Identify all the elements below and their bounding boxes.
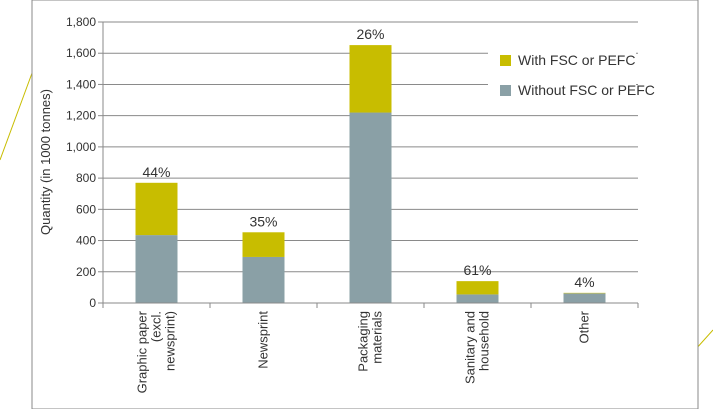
- legend: With FSC or PEFC Without FSC or PEFC: [488, 44, 655, 110]
- y-tick-label: 1,400: [66, 77, 96, 91]
- legend-swatch: [500, 85, 511, 96]
- data-labels: 44% 35% 26% 61% 4%: [142, 26, 594, 290]
- bar-without-certification: [563, 293, 606, 303]
- bar-without-certification: [349, 112, 392, 304]
- x-category-label: newsprint): [163, 311, 178, 371]
- legend-label: With FSC or PEFC: [518, 52, 635, 68]
- decor-line-left: [0, 64, 36, 161]
- x-category-label: Other: [577, 310, 592, 343]
- y-tick-label: 0: [89, 296, 96, 310]
- y-tick-label: 400: [76, 234, 96, 248]
- x-category-label: household: [477, 311, 492, 371]
- legend-swatch: [500, 55, 511, 66]
- data-label: 61%: [463, 262, 491, 278]
- x-category-label: Graphic paper: [135, 310, 150, 393]
- x-category-label: Packaging: [356, 311, 371, 372]
- data-label: 26%: [356, 26, 384, 42]
- x-category-label: Sanitary and: [463, 311, 478, 384]
- bar-without-certification: [135, 235, 178, 303]
- data-label: 35%: [249, 213, 277, 229]
- data-label: 4%: [574, 274, 594, 290]
- legend-box: [488, 44, 636, 110]
- y-tick-label: 800: [76, 171, 96, 185]
- y-axis: 0 200 400 600 800 1,000 1,200 1,400 1,600 1,800: [66, 15, 104, 310]
- bar-without-certification: [242, 256, 285, 303]
- x-axis: Graphic paper (excl. newsprint) Newsprint Pa…: [102, 302, 639, 393]
- x-category-label: materials: [370, 311, 385, 364]
- legend-label: Without FSC or PEFC: [518, 82, 655, 98]
- y-tick-label: 1,600: [66, 46, 96, 60]
- y-tick-label: 200: [76, 265, 96, 279]
- bar-with-certification: [456, 281, 499, 295]
- bar-with-certification: [135, 182, 178, 236]
- y-tick-label: 600: [76, 202, 96, 216]
- y-axis-title: Quantity (in 1000 tonnes): [38, 89, 53, 235]
- data-label: 44%: [142, 164, 170, 180]
- bar-without-certification: [456, 294, 499, 303]
- x-category-label: (excl.: [149, 311, 164, 342]
- bar-with-certification: [349, 45, 392, 113]
- y-tick-label: 1,800: [66, 15, 96, 29]
- y-tick-label: 1,200: [66, 109, 96, 123]
- y-tick-label: 1,000: [66, 140, 96, 154]
- x-category-label: Newsprint: [256, 311, 271, 369]
- bars: [135, 45, 606, 304]
- bar-with-certification: [242, 232, 285, 257]
